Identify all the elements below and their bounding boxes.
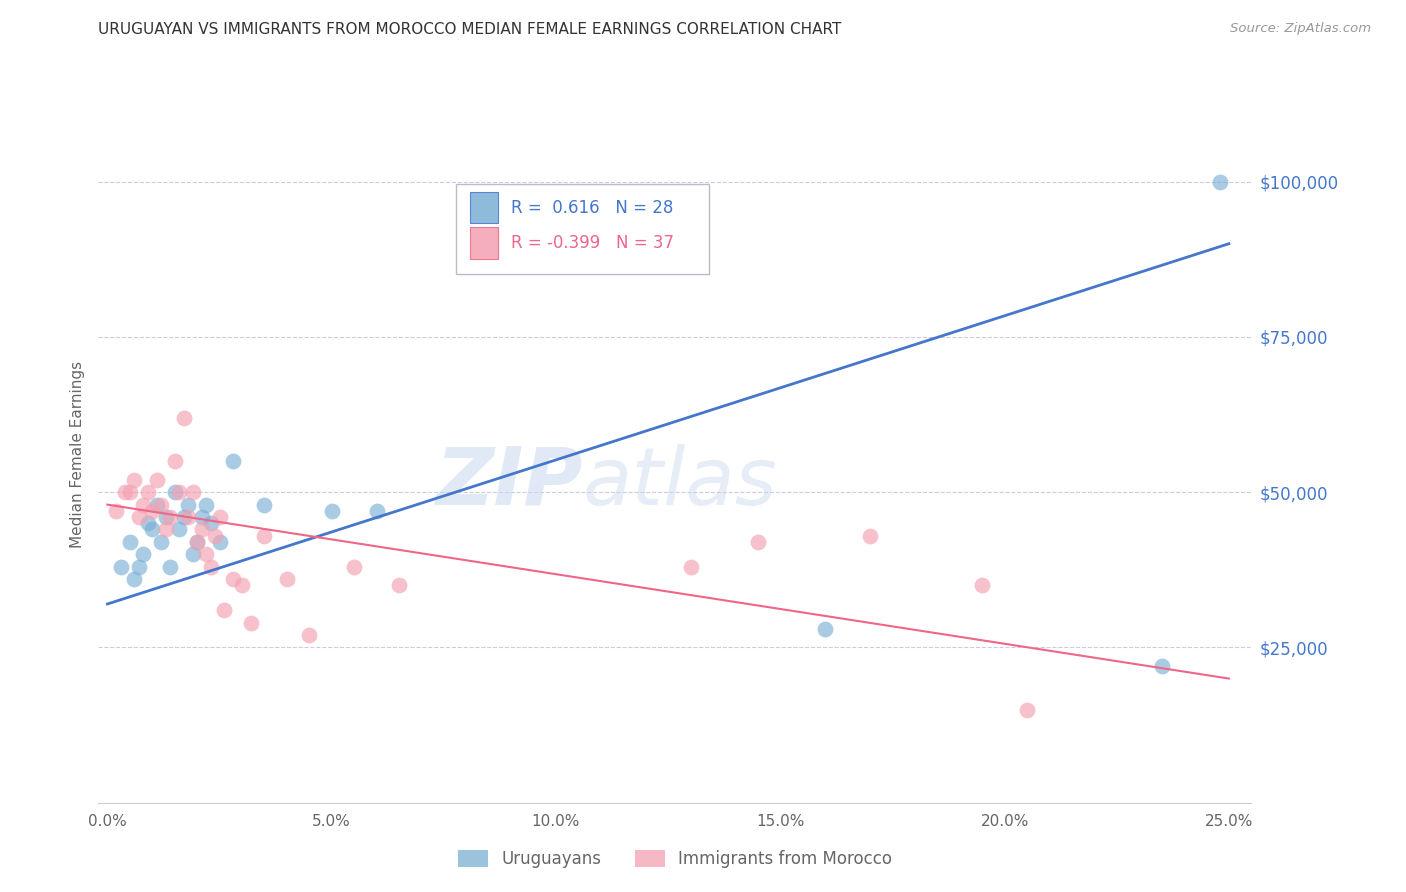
Point [177,510,200,524]
Point [1015,703,1038,717]
Text: URUGUAYAN VS IMMIGRANTS FROM MOROCCO MEDIAN FEMALE EARNINGS CORRELATION CHART: URUGUAYAN VS IMMIGRANTS FROM MOROCCO MED… [98,22,842,37]
Point [814,622,837,636]
Point [195,498,218,512]
Point [1209,175,1232,189]
Point [343,559,366,574]
Point [173,410,195,425]
Point [190,510,212,524]
Point [186,534,208,549]
Point [159,510,181,524]
Point [124,473,146,487]
Text: Source: ZipAtlas.com: Source: ZipAtlas.com [1230,22,1371,36]
Point [132,547,155,561]
Point [150,534,173,549]
FancyBboxPatch shape [470,227,499,259]
Point [321,504,343,518]
Point [145,498,167,512]
Point [141,523,163,537]
Point [136,485,159,500]
FancyBboxPatch shape [456,184,710,274]
Point [972,578,994,592]
Point [173,510,195,524]
Point [110,559,132,574]
Point [124,572,146,586]
Point [388,578,411,592]
Point [231,578,253,592]
Point [190,523,212,537]
Point [118,485,141,500]
Y-axis label: Median Female Earnings: Median Female Earnings [69,361,84,549]
Point [195,547,218,561]
Point [679,559,702,574]
Text: R =  0.616   N = 28: R = 0.616 N = 28 [512,199,673,217]
Point [222,454,245,468]
Point [253,529,276,543]
Point [150,498,173,512]
Point [167,523,190,537]
Legend: Uruguayans, Immigrants from Morocco: Uruguayans, Immigrants from Morocco [451,843,898,874]
Point [128,510,150,524]
Point [253,498,276,512]
Point [155,523,177,537]
Point [200,559,222,574]
Text: atlas: atlas [582,443,778,522]
Point [181,485,204,500]
Text: ZIP: ZIP [436,443,582,522]
Point [186,534,208,549]
Point [136,516,159,531]
Point [859,529,882,543]
FancyBboxPatch shape [470,192,499,223]
Point [276,572,298,586]
Point [222,572,245,586]
Point [298,628,321,642]
Text: R = -0.399   N = 37: R = -0.399 N = 37 [512,234,673,252]
Point [208,534,231,549]
Point [239,615,262,630]
Point [204,529,226,543]
Point [1150,659,1173,673]
Point [200,516,222,531]
Point [181,547,204,561]
Point [163,454,186,468]
Point [163,485,186,500]
Point [212,603,235,617]
Point [155,510,177,524]
Point [128,559,150,574]
Point [159,559,181,574]
Point [177,498,200,512]
Point [366,504,388,518]
Point [141,504,163,518]
Point [114,485,136,500]
Point [747,534,769,549]
Point [208,510,231,524]
Point [167,485,190,500]
Point [105,504,128,518]
Point [145,473,167,487]
Point [132,498,155,512]
Point [118,534,141,549]
